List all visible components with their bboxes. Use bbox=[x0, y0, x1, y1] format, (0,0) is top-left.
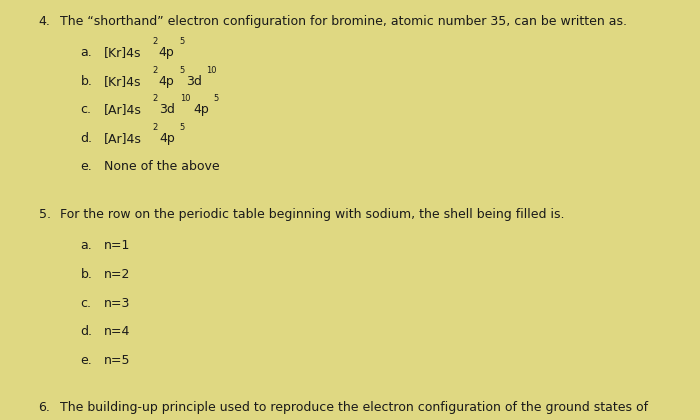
Text: 5: 5 bbox=[180, 123, 185, 131]
Text: 2: 2 bbox=[152, 37, 158, 46]
Text: 4p: 4p bbox=[159, 132, 175, 145]
Text: b.: b. bbox=[80, 75, 92, 88]
Text: 10: 10 bbox=[180, 94, 190, 103]
Text: 5: 5 bbox=[214, 94, 219, 103]
Text: n=2: n=2 bbox=[104, 268, 130, 281]
Text: [Kr]4s: [Kr]4s bbox=[104, 75, 141, 88]
Text: 4p: 4p bbox=[159, 46, 174, 59]
Text: 3d: 3d bbox=[186, 75, 202, 88]
Text: 4p: 4p bbox=[193, 103, 209, 116]
Text: d.: d. bbox=[80, 132, 92, 145]
Text: n=3: n=3 bbox=[104, 297, 130, 310]
Text: e.: e. bbox=[80, 160, 92, 173]
Text: e.: e. bbox=[80, 354, 92, 367]
Text: n=4: n=4 bbox=[104, 325, 130, 338]
Text: n=5: n=5 bbox=[104, 354, 130, 367]
Text: 5: 5 bbox=[179, 66, 184, 74]
Text: 5.: 5. bbox=[38, 208, 50, 221]
Text: b.: b. bbox=[80, 268, 92, 281]
Text: 2: 2 bbox=[152, 66, 158, 74]
Text: None of the above: None of the above bbox=[104, 160, 219, 173]
Text: [Kr]4s: [Kr]4s bbox=[104, 46, 141, 59]
Text: n=1: n=1 bbox=[104, 239, 130, 252]
Text: [Ar]4s: [Ar]4s bbox=[104, 132, 141, 145]
Text: 6.: 6. bbox=[38, 401, 50, 414]
Text: The “shorthand” electron configuration for bromine, atomic number 35, can be wri: The “shorthand” electron configuration f… bbox=[60, 15, 626, 28]
Text: 2: 2 bbox=[153, 94, 158, 103]
Text: For the row on the periodic table beginning with sodium, the shell being filled : For the row on the periodic table beginn… bbox=[60, 208, 564, 221]
Text: 3d: 3d bbox=[159, 103, 175, 116]
Text: a.: a. bbox=[80, 46, 92, 59]
Text: a.: a. bbox=[80, 239, 92, 252]
Text: d.: d. bbox=[80, 325, 92, 338]
Text: The building-up principle used to reproduce the electron configuration of the gr: The building-up principle used to reprod… bbox=[60, 401, 648, 414]
Text: c.: c. bbox=[80, 297, 92, 310]
Text: 2: 2 bbox=[153, 123, 158, 131]
Text: [Ar]4s: [Ar]4s bbox=[104, 103, 141, 116]
Text: 4p: 4p bbox=[159, 75, 174, 88]
Text: 10: 10 bbox=[206, 66, 217, 74]
Text: 5: 5 bbox=[179, 37, 184, 46]
Text: c.: c. bbox=[80, 103, 92, 116]
Text: 4.: 4. bbox=[38, 15, 50, 28]
